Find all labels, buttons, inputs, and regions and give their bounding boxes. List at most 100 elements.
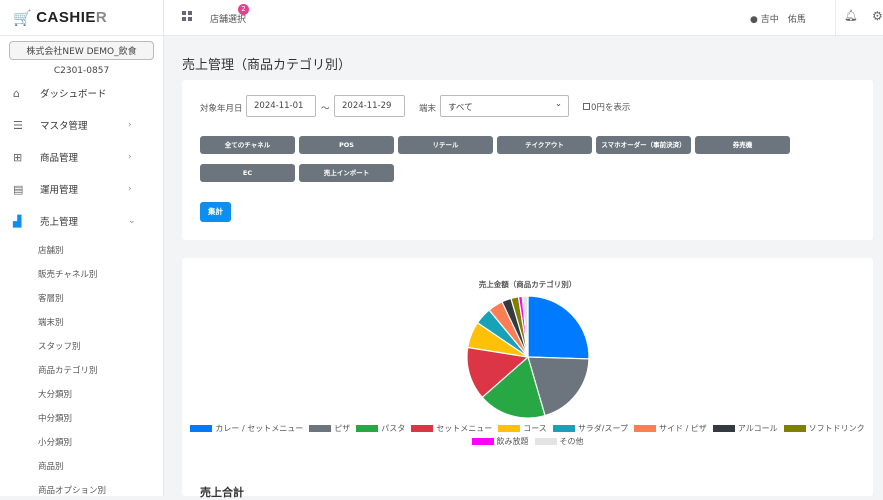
legend-item[interactable]: その他 [534,435,584,448]
pie-slice[interactable] [521,295,529,358]
legend-label: パスタ [381,424,406,433]
channel-button[interactable]: EC [200,164,295,182]
legend-label: コース [523,424,547,433]
legend-item[interactable]: カレー / セットメニュー [190,422,303,435]
pie-slice[interactable] [527,295,590,360]
page-title: 売上管理（商品カテゴリ別） [182,58,352,73]
chevron-down-icon: ⌄ [554,99,562,109]
chevron-down-icon: ⌄ [128,216,136,226]
legend-label: サイド / ピザ [659,424,707,433]
top-header: 店舗選択 2 ● 吉中 佑馬 🔔︎ ⚙ [164,0,883,36]
terminal-select[interactable]: すべて ⌄ [440,95,569,117]
date-label: 対象年月日 [200,104,243,114]
sales-total-heading: 売上合計 [200,486,244,499]
chevron-right-icon: › [128,152,132,162]
gift-icon: ⊞ [13,150,23,164]
legend-item[interactable]: ソフトドリンク [783,422,865,435]
terminal-label: 端末 [419,104,437,114]
sidebar-item-products[interactable]: ⊞ 商品管理 › [13,150,132,165]
legend-swatch [712,425,735,432]
home-icon: ⌂ [13,86,20,100]
document-icon: ▤ [13,182,24,196]
legend-label: セットメニュー [436,424,493,433]
sidebar-subitem[interactable]: 端末別 [38,318,64,328]
sidebar: 🛒 CASHIE R 株式会社NEW DEMO_飲食 C2301-0857 ⌂ ダッシ… [0,0,164,496]
sidebar-subitem[interactable]: 客層別 [38,294,64,304]
database-icon: ☰ [13,118,23,132]
chevron-right-icon: › [128,120,132,130]
legend-label: その他 [559,437,584,446]
channel-button[interactable]: 売上インポート [299,164,394,182]
channel-button[interactable]: POS [299,136,394,154]
notification-badge: 2 [238,4,249,15]
sidebar-subitem[interactable]: 商品オプション別 [38,486,107,496]
legend-item[interactable]: セットメニュー [411,422,492,435]
filter-card: 対象年月日 2024-11-01 ～ 2024-11-29 端末 すべて ⌄ 0円… [182,80,873,240]
divider [835,0,836,36]
legend-item[interactable]: ピザ [309,422,350,435]
company-selector[interactable]: 株式会社NEW DEMO_飲食 [9,41,154,60]
logo[interactable]: 🛒 CASHIE R [0,0,163,36]
legend-item[interactable]: サイド / ピザ [634,422,707,435]
bell-icon[interactable]: 🔔︎ [844,9,858,22]
pie-slice[interactable] [481,355,546,418]
tilde: ～ [321,104,330,114]
legend-item[interactable]: アルコール [712,422,778,435]
legend-swatch [783,425,806,432]
bar-chart-icon: ▟ [13,214,22,228]
chart-legend: カレー / セットメニュー ピザ パスタ セットメニュー コース サラダ/スープ サイド /… [182,422,873,448]
apps-grid-icon[interactable] [182,11,192,21]
legend-swatch [634,425,657,432]
sidebar-item-operations[interactable]: ▤ 運用管理 › [13,182,132,197]
legend-label: アルコール [737,424,778,433]
legend-swatch [471,438,494,445]
legend-label: 飲み放題 [496,437,529,446]
chart-title: 売上金額（商品カテゴリ別） [478,280,577,289]
legend-item[interactable]: コース [498,422,547,435]
store-select[interactable]: 店舗選択 [210,15,247,25]
sidebar-subitem[interactable]: 店舗別 [38,246,64,256]
aggregate-button[interactable]: 集計 [200,202,231,222]
legend-swatch [498,425,521,432]
chevron-right-icon: › [128,184,132,194]
company-code: C2301-0857 [53,66,110,76]
legend-label: ピザ [334,424,351,433]
legend-swatch [534,438,557,445]
legend-swatch [190,425,213,432]
legend-swatch [552,425,575,432]
date-to-input[interactable]: 2024-11-29 [334,95,405,117]
chart-card: 売上金額（商品カテゴリ別） カレー / セットメニュー ピザ パスタ セットメニュー コ… [182,258,873,496]
legend-item[interactable]: サラダ/スープ [552,422,629,435]
gear-icon[interactable]: ⚙ [872,9,883,23]
channel-button[interactable]: スマホオーダー（事前決済） [596,136,691,154]
date-from-input[interactable]: 2024-11-01 [246,95,316,117]
pie-slice[interactable] [527,356,590,417]
channel-button[interactable]: 券売機 [695,136,790,154]
user-name[interactable]: ● 吉中 佑馬 [750,15,806,25]
channel-button[interactable]: 全てのチャネル [200,136,295,154]
cart-icon: 🛒 [13,9,33,27]
legend-swatch [411,425,434,432]
sidebar-item-dashboard[interactable]: ⌂ ダッシュボード [13,86,107,101]
legend-label: カレー / セットメニュー [215,424,304,433]
legend-swatch [309,425,332,432]
legend-label: ソフトドリンク [808,424,865,433]
legend-label: サラダ/スープ [577,424,629,433]
pie-slice[interactable] [466,346,530,399]
pie-chart [466,295,590,418]
legend-item[interactable]: パスタ [356,422,405,435]
sidebar-subitem[interactable]: 中分類別 [38,414,73,424]
sidebar-item-sales[interactable]: ▟ 売上管理 ⌄ [13,214,136,229]
sidebar-subitem[interactable]: 大分類別 [38,390,73,400]
sidebar-subitem[interactable]: 商品カテゴリ別 [38,366,98,376]
show-zero-checkbox[interactable]: 0円を表示 [583,101,630,113]
legend-item[interactable]: 飲み放題 [471,435,529,448]
sidebar-item-master[interactable]: ☰ マスタ管理 › [13,118,132,133]
channel-button[interactable]: テイクアウト [497,136,592,154]
sidebar-subitem[interactable]: 販売チャネル別 [38,270,98,280]
sidebar-subitem[interactable]: スタッフ別 [38,342,81,352]
sidebar-subitem[interactable]: 小分類別 [38,438,73,448]
legend-swatch [356,425,379,432]
channel-button[interactable]: リテール [398,136,493,154]
sidebar-subitem[interactable]: 商品別 [38,462,64,472]
